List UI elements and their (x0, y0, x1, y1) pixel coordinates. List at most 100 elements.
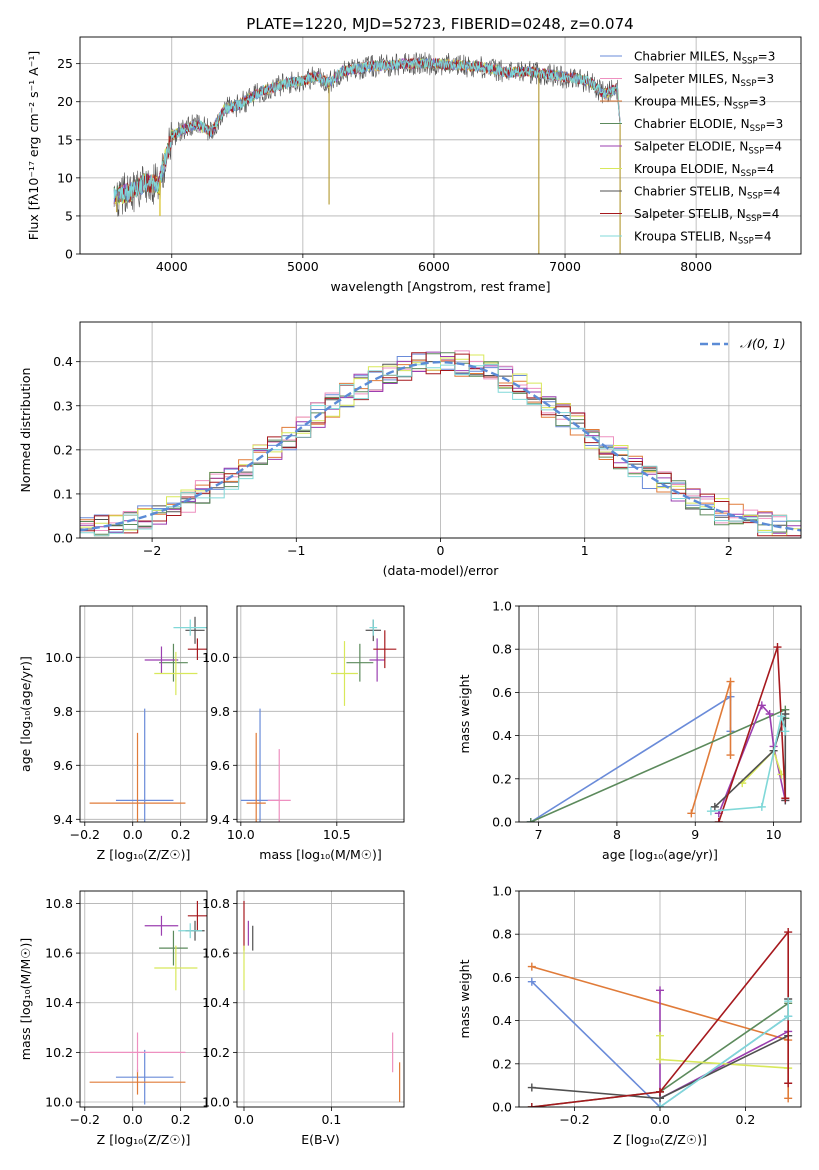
legend-suffix: =3 (749, 95, 767, 109)
x-axis-label: mass [log₁₀(M/M☉)] (259, 847, 381, 862)
legend-label: Salpeter STELIB, NSSP=4 (634, 207, 779, 224)
legend-suffix: =4 (754, 230, 772, 244)
axes-frame (236, 890, 405, 1108)
x-tick-label: −0.2 (70, 827, 100, 842)
x-tick-label: 0.0 (123, 1112, 143, 1127)
x-axis-label: Z [log₁₀(Z/Z☉)] (97, 1132, 191, 1147)
x-tick-label: 8 (613, 827, 621, 842)
x-tick-label: −0.2 (559, 1112, 589, 1127)
y-tick-label: 10.0 (45, 1095, 73, 1110)
y-tick-label: 25 (57, 56, 73, 71)
weight-line-8 (710, 715, 787, 812)
weight-marker (656, 1103, 664, 1107)
weight-marker (784, 1094, 793, 1103)
weight-line-2 (530, 708, 787, 822)
legend-subscript: SSP (741, 169, 757, 179)
x-tick-label: 2 (725, 543, 733, 558)
spectrum-panel: 4000 5000 6000 7000 8000 0 5 10 15 20 25 wavelength… (26, 36, 802, 294)
weight-marker (777, 712, 786, 721)
x-tick-label: 0.2 (171, 1112, 191, 1127)
weight-marker (706, 807, 715, 816)
x-tick-label: 0.0 (234, 1112, 254, 1127)
axes-frame (518, 605, 802, 823)
x-tick-label: 10.0 (227, 827, 255, 842)
plot-area (89, 616, 207, 822)
y-tick-label: 9.4 (210, 812, 230, 827)
mass-vs-ebv-panel: 0.0 0.1 10.0 10.2 10.4 10.6 10.8 E(B-V) (202, 890, 405, 1147)
grid (237, 891, 404, 1107)
weight-marker (656, 1087, 664, 1096)
weight-marker (757, 802, 766, 811)
x-tick-label: 8000 (680, 259, 712, 274)
legend-suffix: =3 (766, 117, 784, 131)
y-tick-label: 10.4 (45, 995, 73, 1010)
y-tick-label: 10.0 (202, 1095, 230, 1110)
x-tick-label: 0 (437, 543, 445, 558)
weight-marker (687, 809, 696, 818)
y-axis-label: Flux [fλ10⁻¹⁷ erg cm⁻² s⁻¹ A⁻¹] (26, 51, 41, 240)
legend-label-text: Salpeter ELODIE, N (634, 140, 748, 154)
weight-line-0 (530, 695, 732, 822)
y-tick-label: 0.2 (492, 1056, 512, 1071)
x-tick-label: 5000 (287, 259, 319, 274)
weight-vs-age-panel: 7 8 9 10 0.0 0.2 0.4 0.6 0.8 1.0 age [log₁₀(age/yr… (457, 599, 802, 862)
legend-label: Kroupa ELODIE, NSSP=4 (634, 162, 774, 179)
y-tick-label: 0.8 (492, 642, 512, 657)
x-tick-label: 10.5 (323, 827, 351, 842)
weight-marker (726, 677, 735, 686)
y-tick-label: 9.8 (53, 704, 73, 719)
x-tick-label: 0.1 (321, 1112, 341, 1127)
gaussian-legend-label: 𝒩(0, 1) (740, 336, 786, 351)
weight-marker (656, 1031, 664, 1040)
legend-label: Salpeter ELODIE, NSSP=4 (634, 140, 782, 157)
legend-label: Chabrier STELIB, NSSP=4 (634, 185, 781, 202)
y-tick-label: 10.2 (45, 1045, 73, 1060)
legend-label: Kroupa MILES, NSSP=3 (634, 95, 766, 112)
histogram-series-5 (80, 354, 801, 537)
y-tick-label: 10.0 (45, 650, 73, 665)
weight-marker (714, 818, 723, 822)
legend-subscript: SSP (738, 237, 754, 247)
y-tick-label: 9.8 (210, 704, 230, 719)
y-tick-label: 0 (65, 247, 73, 262)
weight-marker (773, 643, 782, 652)
x-tick-label: −0.2 (70, 1112, 100, 1127)
weight-marker (726, 751, 735, 760)
age-vs-mass-panel: 10.0 10.5 9.4 9.6 9.8 10.0 mass [log₁₀(M/M☉)] (202, 605, 405, 862)
plot-area (526, 643, 790, 822)
plot-area (240, 619, 397, 822)
y-tick-label: 1.0 (492, 599, 512, 614)
y-tick-label: 9.6 (53, 758, 73, 773)
x-axis-label: Z [log₁₀(Z/Z☉)] (97, 847, 191, 862)
weight-marker (784, 997, 793, 1006)
axes-frame (79, 36, 802, 255)
y-tick-label: 0.4 (492, 728, 512, 743)
weight-marker (710, 802, 719, 811)
y-tick-label: 0.2 (53, 442, 73, 457)
legend-subscript: SSP (746, 214, 762, 224)
grid (80, 891, 207, 1107)
weight-line-5 (741, 749, 783, 784)
x-tick-label: 7000 (549, 259, 581, 274)
y-tick-label: 15 (57, 132, 73, 147)
axes-frame (236, 605, 405, 823)
y-tick-label: 0.0 (492, 815, 512, 830)
weight-marker (781, 794, 790, 803)
weight-line-1 (690, 681, 732, 814)
legend-label-text: Chabrier ELODIE, N (634, 117, 750, 131)
legend-subscript: SSP (750, 124, 766, 134)
weight-vs-metallicity-panel: −0.2 0.0 0.2 0.0 0.2 0.4 0.6 0.8 1.0 Z [log₁₀(Z/Z… (457, 884, 802, 1147)
legend-subscript: SSP (748, 147, 764, 157)
y-tick-label: 10 (57, 170, 73, 185)
x-tick-label: 4000 (156, 259, 188, 274)
legend-label: Chabrier MILES, NSSP=3 (634, 50, 775, 67)
legend-label-text: Salpeter STELIB, N (634, 207, 746, 221)
legend-label-text: Kroupa MILES, N (634, 95, 733, 109)
x-tick-label: 1 (581, 543, 589, 558)
legend-subscript: SSP (741, 79, 757, 89)
legend-suffix: =4 (763, 185, 781, 199)
y-axis-label: age [log₁₀(age/yr)] (18, 656, 33, 772)
weight-marker (527, 962, 536, 971)
weight-marker (757, 701, 766, 710)
residuals-panel: −2 −1 0 1 2 0.0 0.1 0.2 0.3 0.4 (data-model)/error… (18, 321, 802, 578)
